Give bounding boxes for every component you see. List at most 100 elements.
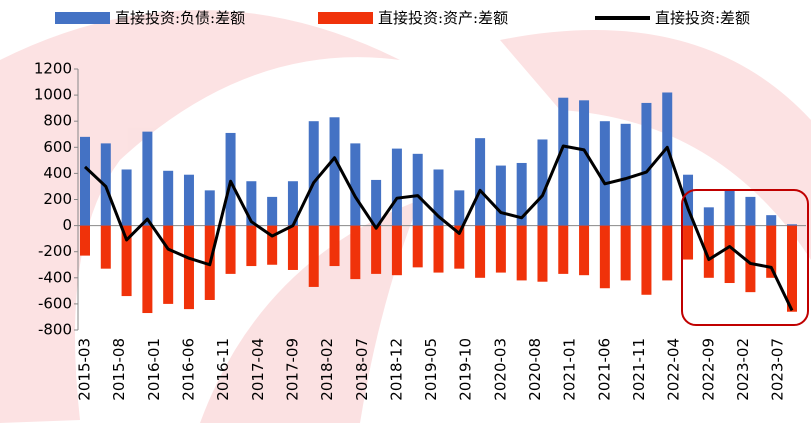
bar: [703, 207, 714, 226]
bar: [537, 139, 548, 226]
bar: [350, 225, 361, 280]
bar: [620, 123, 631, 226]
bar: [246, 181, 257, 226]
bar: [433, 225, 444, 273]
bar: [745, 196, 756, 226]
x-tick-label: 2020-03: [491, 338, 509, 401]
x-tick-label: 2015-03: [76, 338, 94, 401]
bar: [787, 224, 797, 226]
bar: [121, 225, 132, 297]
x-tick-label: 2015-08: [110, 338, 128, 401]
x-tick-label: 2021-01: [561, 338, 579, 401]
bar: [287, 225, 298, 270]
bar: [724, 189, 735, 226]
bar: [745, 225, 756, 293]
bar: [454, 190, 465, 226]
y-tick-label: 600: [43, 138, 72, 156]
bar: [599, 225, 610, 289]
x-tick-label: 2021-11: [630, 338, 648, 401]
bar: [454, 225, 465, 269]
bar: [142, 131, 153, 226]
y-tick-label: 800: [43, 112, 72, 130]
bar: [620, 225, 631, 281]
bar: [558, 97, 569, 226]
bar: [641, 102, 652, 226]
bar: [267, 196, 278, 226]
y-tick-label: -400: [38, 268, 72, 286]
bar: [599, 121, 610, 226]
x-tick-label: 2019-05: [422, 338, 440, 401]
bar: [641, 225, 652, 295]
x-tick-label: 2019-10: [457, 338, 475, 401]
bar: [495, 225, 506, 273]
y-tick-label: -200: [38, 242, 72, 260]
bar: [371, 225, 382, 274]
bar: [412, 153, 423, 226]
bar: [495, 165, 506, 226]
legend: 直接投资:负债:差额 直接投资:资产:差额 直接投资:差额: [55, 9, 750, 27]
legend-swatch: [318, 12, 373, 24]
bar: [308, 121, 319, 226]
bar: [475, 225, 486, 278]
bar: [329, 225, 340, 267]
x-tick-label: 2016-06: [179, 338, 197, 401]
bar: [703, 225, 714, 278]
watermark: [0, 10, 811, 423]
bar: [579, 225, 590, 276]
x-tick-label: 2021-06: [595, 338, 613, 401]
bar: [246, 225, 257, 267]
bar: [350, 143, 361, 226]
bar: [537, 225, 548, 282]
bar: [183, 174, 194, 226]
y-tick-label: 0: [62, 216, 72, 234]
legend-label: 直接投资:资产:差额: [378, 9, 508, 27]
x-tick-label: 2018-02: [318, 338, 336, 401]
bar: [225, 225, 236, 274]
bar: [183, 225, 194, 310]
bar: [516, 225, 527, 281]
bar: [766, 215, 777, 226]
x-tick-label: 2017-04: [249, 338, 267, 401]
bar: [724, 225, 735, 284]
x-tick-label: 2018-07: [353, 338, 371, 401]
line: [83, 144, 794, 312]
bar: [225, 132, 236, 226]
bar: [329, 117, 340, 226]
y-tick-label: -600: [38, 294, 72, 312]
bar: [163, 225, 174, 304]
bar: [683, 225, 694, 260]
legend-label: 直接投资:差额: [655, 9, 750, 27]
bar: [579, 100, 590, 226]
bar: [662, 225, 673, 281]
bar: [80, 225, 90, 256]
legend-swatch: [55, 12, 110, 24]
bar: [662, 92, 673, 226]
bar: [204, 190, 215, 226]
highlight-box: [681, 189, 809, 326]
bar: [267, 225, 278, 265]
x-tick-label: 2022-04: [665, 338, 683, 401]
x-tick-label: 2016-11: [214, 338, 232, 401]
bar: [412, 225, 423, 268]
y-tick-label: 1200: [34, 60, 72, 78]
bar: [683, 174, 694, 226]
bar: [558, 225, 569, 274]
y-tick-label: 200: [43, 190, 72, 208]
bar: [142, 225, 153, 314]
bar: [475, 138, 486, 226]
bar: [766, 225, 777, 278]
x-tick-label: 2016-01: [145, 338, 163, 401]
x-tick-label: 2020-08: [526, 338, 544, 401]
bar: [121, 169, 132, 226]
y-tick-label: 1000: [34, 86, 72, 104]
bar: [100, 225, 111, 269]
bar: [516, 162, 527, 226]
bar: [391, 148, 402, 226]
bar: [80, 136, 90, 226]
legend-label: 直接投资:负债:差额: [115, 9, 245, 27]
bar: [371, 179, 382, 226]
bar: [287, 181, 298, 226]
bar: [433, 169, 444, 226]
bar: [308, 225, 319, 287]
